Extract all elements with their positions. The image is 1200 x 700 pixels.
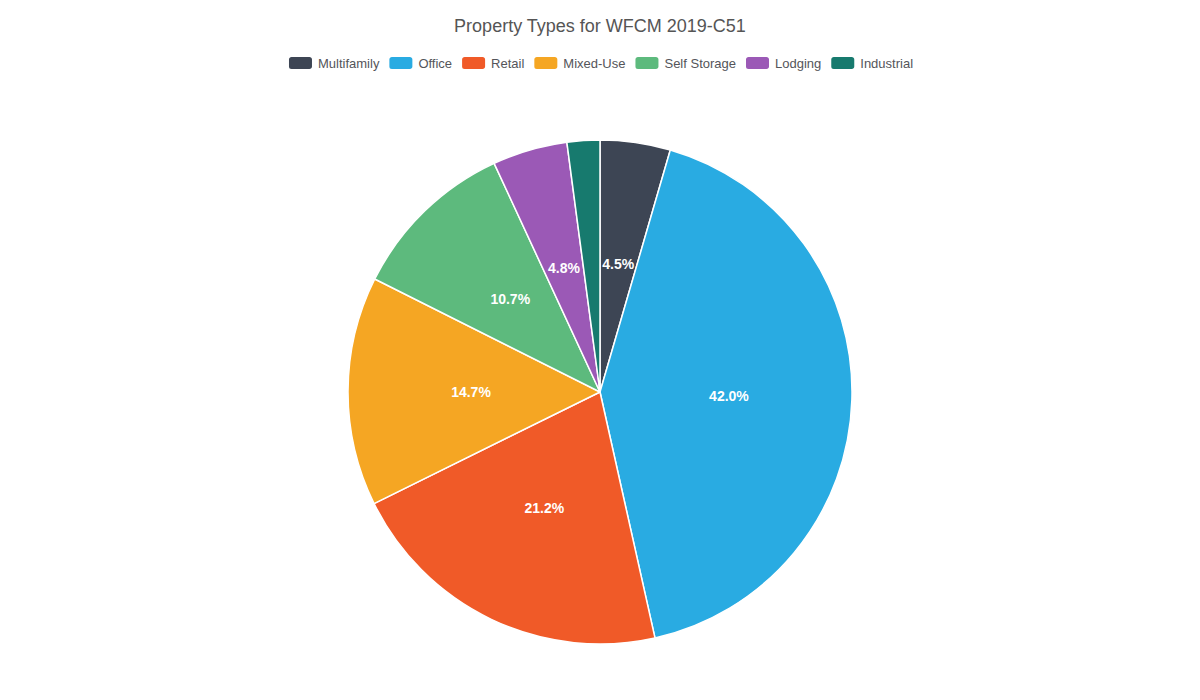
svg-text:Property Types for WFCM 2019-C: Property Types for WFCM 2019-C51 bbox=[454, 16, 746, 36]
svg-text:Lodging: Lodging bbox=[775, 56, 821, 71]
svg-text:4.8%: 4.8% bbox=[548, 260, 580, 276]
svg-text:21.2%: 21.2% bbox=[524, 500, 564, 516]
svg-text:Mixed-Use: Mixed-Use bbox=[563, 56, 625, 71]
svg-text:14.7%: 14.7% bbox=[451, 384, 491, 400]
svg-text:10.7%: 10.7% bbox=[490, 291, 530, 307]
svg-text:Office: Office bbox=[418, 56, 452, 71]
svg-text:Multifamily: Multifamily bbox=[318, 56, 380, 71]
svg-text:4.5%: 4.5% bbox=[602, 256, 634, 272]
svg-text:42.0%: 42.0% bbox=[709, 388, 749, 404]
svg-text:Self Storage: Self Storage bbox=[664, 56, 736, 71]
svg-text:Retail: Retail bbox=[491, 56, 524, 71]
svg-text:Industrial: Industrial bbox=[860, 56, 913, 71]
